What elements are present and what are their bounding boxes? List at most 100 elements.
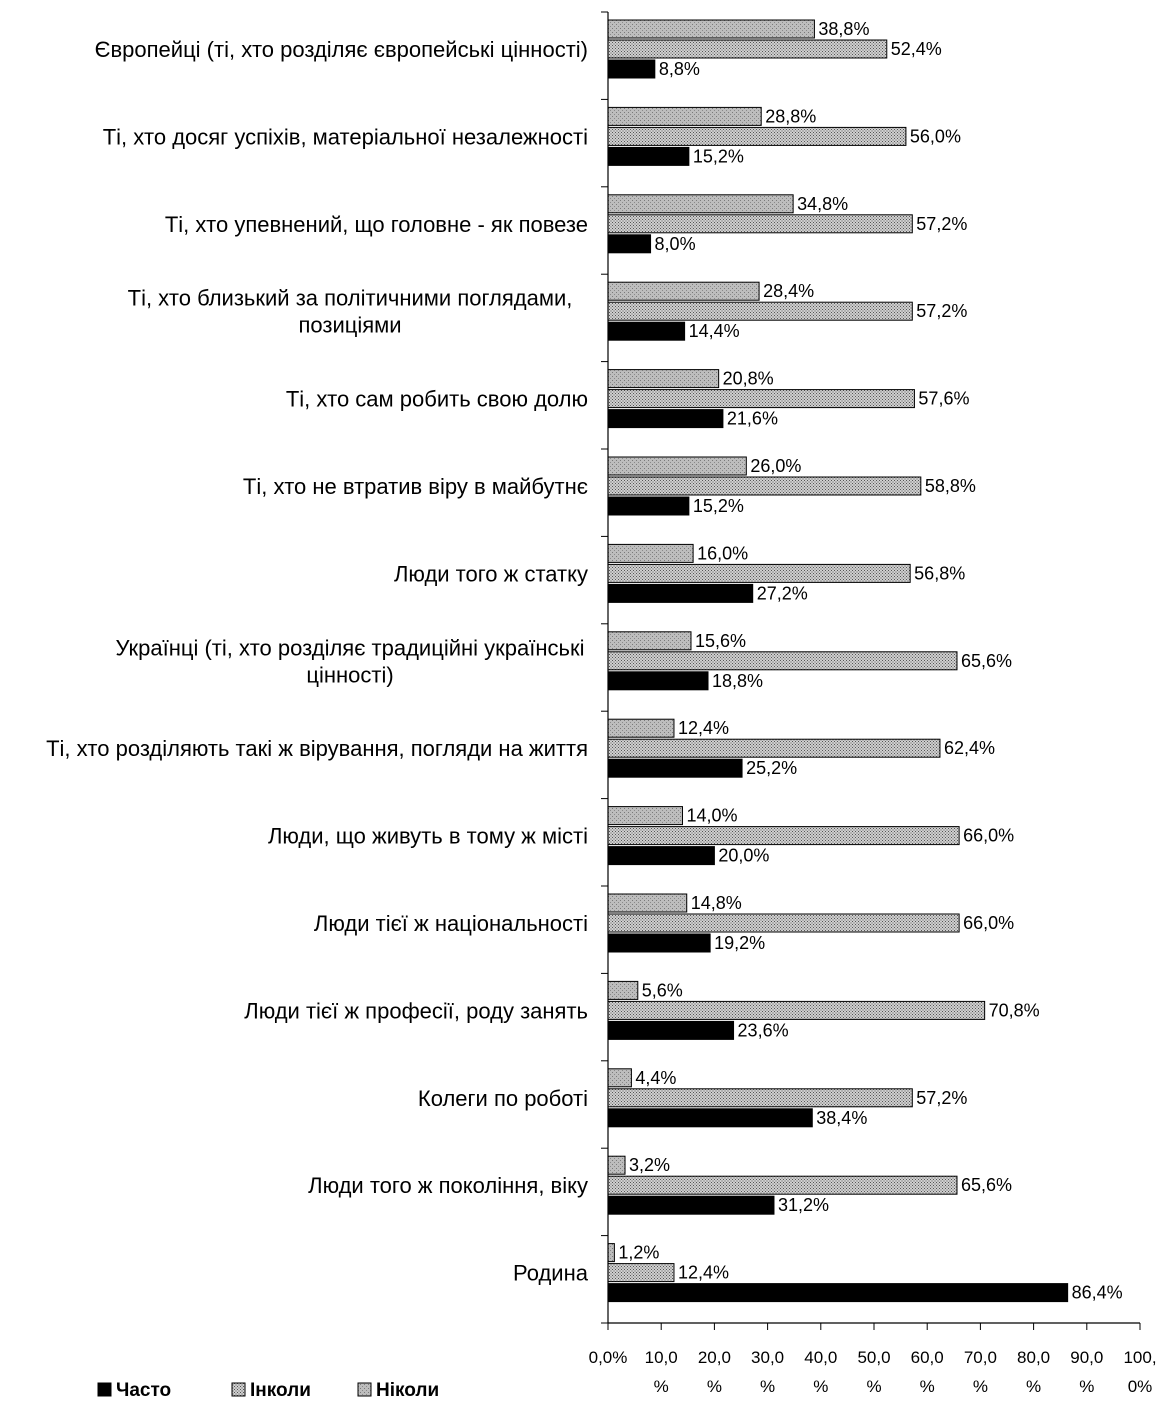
plot-area: 38,8% 52,4% 8,8% Європейці (ті, хто розділя… (46, 19, 1123, 1303)
bar-Інколи-3 (607, 214, 913, 234)
x-tick-label-70: 70,0% (964, 1348, 997, 1396)
data-label-Інколи-10: 66,0% (963, 826, 1014, 846)
x-tick-label-10: 10,0% (645, 1348, 678, 1396)
x-tick-label-30: 30,0% (751, 1348, 784, 1396)
category-label-14: Люди того ж покоління, віку (308, 1173, 588, 1198)
bar-Інколи-14 (607, 1175, 958, 1195)
bar-Ніколи-9 (607, 718, 675, 738)
bar-Ніколи-4 (607, 281, 760, 301)
data-label-Часто-9: 25,2% (746, 758, 797, 778)
legend: Часто Інколи Ніколи (97, 1380, 439, 1401)
x-tick-label-40: 40,0% (804, 1348, 837, 1396)
x-tick-label-90: 90,0% (1070, 1348, 1103, 1396)
data-label-Інколи-9: 62,4% (944, 738, 995, 758)
bar-Ніколи-15 (607, 1243, 615, 1263)
bar-Часто-13 (607, 1108, 813, 1128)
bar-Інколи-9 (607, 738, 941, 758)
bar-Часто-14 (607, 1195, 775, 1215)
bar-Ніколи-3 (607, 194, 794, 214)
data-label-Часто-12: 23,6% (738, 1020, 789, 1040)
bar-Часто-8 (607, 671, 709, 691)
data-label-Ніколи-2: 28,8% (765, 106, 816, 126)
data-label-Часто-10: 20,0% (718, 846, 769, 866)
data-label-Ніколи-10: 14,0% (686, 806, 737, 826)
data-label-Ніколи-9: 12,4% (678, 718, 729, 738)
data-label-Ніколи-8: 15,6% (695, 631, 746, 651)
data-label-Часто-13: 38,4% (816, 1108, 867, 1128)
bar-Інколи-8 (607, 651, 958, 671)
legend-swatch-Ніколи (357, 1382, 372, 1397)
data-label-Ніколи-7: 16,0% (697, 543, 748, 563)
x-tick-label-100: 100, 0% (1123, 1348, 1156, 1396)
data-label-Інколи-13: 57,2% (916, 1088, 967, 1108)
data-label-Інколи-7: 56,8% (914, 563, 965, 583)
bar-Ніколи-6 (607, 456, 747, 476)
legend-label-Часто: Часто (116, 1380, 171, 1401)
bar-Інколи-6 (607, 476, 922, 496)
bar-Ніколи-5 (607, 369, 720, 389)
category-label-11: Люди тієї ж національності (314, 911, 588, 936)
data-label-Часто-15: 86,4% (1072, 1283, 1123, 1303)
data-label-Ніколи-12: 5,6% (642, 980, 683, 1000)
bar-Часто-4 (607, 321, 686, 341)
bar-Часто-3 (607, 234, 652, 254)
x-tick-label-0: 0,0% (589, 1348, 628, 1367)
x-tick-label-60: 60,0% (911, 1348, 944, 1396)
data-label-Інколи-12: 70,8% (989, 1000, 1040, 1020)
bar-Ніколи-11 (607, 893, 688, 913)
category-label-8: Українці (ті, хто розділяє традиційні ук… (116, 635, 585, 687)
category-label-7: Люди того ж статку (394, 561, 588, 586)
x-tick-label-20: 20,0% (698, 1348, 731, 1396)
data-label-Часто-1: 8,8% (659, 59, 700, 79)
data-label-Інколи-4: 57,2% (916, 301, 967, 321)
bar-Інколи-15 (607, 1263, 675, 1283)
data-label-Часто-7: 27,2% (757, 583, 808, 603)
data-label-Ніколи-6: 26,0% (750, 456, 801, 476)
data-label-Ніколи-13: 4,4% (635, 1068, 676, 1088)
bar-Часто-6 (607, 496, 690, 516)
data-label-Інколи-14: 65,6% (961, 1175, 1012, 1195)
data-label-Інколи-6: 58,8% (925, 476, 976, 496)
bar-Інколи-1 (607, 39, 888, 59)
bar-Ніколи-8 (607, 631, 692, 651)
bar-Часто-2 (607, 146, 690, 166)
data-label-Інколи-3: 57,2% (916, 214, 967, 234)
bar-Часто-11 (607, 933, 711, 953)
data-label-Інколи-2: 56,0% (910, 126, 961, 146)
category-label-4: Ті, хто близький за політичними поглядам… (128, 286, 573, 338)
category-label-9: Ті, хто розділяють такі ж вірування, пог… (46, 736, 588, 761)
bar-Інколи-12 (607, 1000, 986, 1020)
bar-Інколи-11 (607, 913, 960, 933)
bar-Інколи-10 (607, 826, 960, 846)
legend-swatch-Часто (97, 1382, 112, 1397)
data-label-Часто-4: 14,4% (689, 321, 740, 341)
bar-Ніколи-13 (607, 1068, 632, 1088)
bar-Інколи-2 (607, 126, 907, 146)
bar-Ніколи-2 (607, 106, 762, 126)
category-label-6: Ті, хто не втратив віру в майбутнє (243, 474, 588, 499)
bar-Часто-7 (607, 583, 754, 603)
bar-Ніколи-7 (607, 543, 694, 563)
bar-Часто-10 (607, 846, 715, 866)
legend-swatch-Інколи (231, 1382, 246, 1397)
data-label-Ніколи-5: 20,8% (723, 369, 774, 389)
data-label-Часто-3: 8,0% (655, 234, 696, 254)
data-label-Часто-5: 21,6% (727, 409, 778, 429)
bar-Ніколи-1 (607, 19, 815, 39)
bar-Часто-9 (607, 758, 743, 778)
legend-label-Інколи: Інколи (250, 1380, 311, 1401)
bar-Ніколи-10 (607, 806, 683, 826)
data-label-Ніколи-4: 28,4% (763, 281, 814, 301)
data-label-Інколи-11: 66,0% (963, 913, 1014, 933)
category-label-3: Ті, хто упевнений, що головне - як повез… (165, 212, 588, 237)
data-label-Інколи-15: 12,4% (678, 1263, 729, 1283)
bar-Часто-12 (607, 1020, 735, 1040)
bar-Ніколи-12 (607, 980, 639, 1000)
category-label-13: Колеги по роботі (418, 1086, 588, 1111)
x-tick-label-50: 50,0% (857, 1348, 890, 1396)
bar-Часто-5 (607, 409, 724, 429)
bar-Інколи-5 (607, 389, 915, 409)
data-label-Ніколи-3: 34,8% (797, 194, 848, 214)
data-label-Часто-14: 31,2% (778, 1195, 829, 1215)
category-label-1: Європейці (ті, хто розділяє європейські … (95, 37, 588, 62)
